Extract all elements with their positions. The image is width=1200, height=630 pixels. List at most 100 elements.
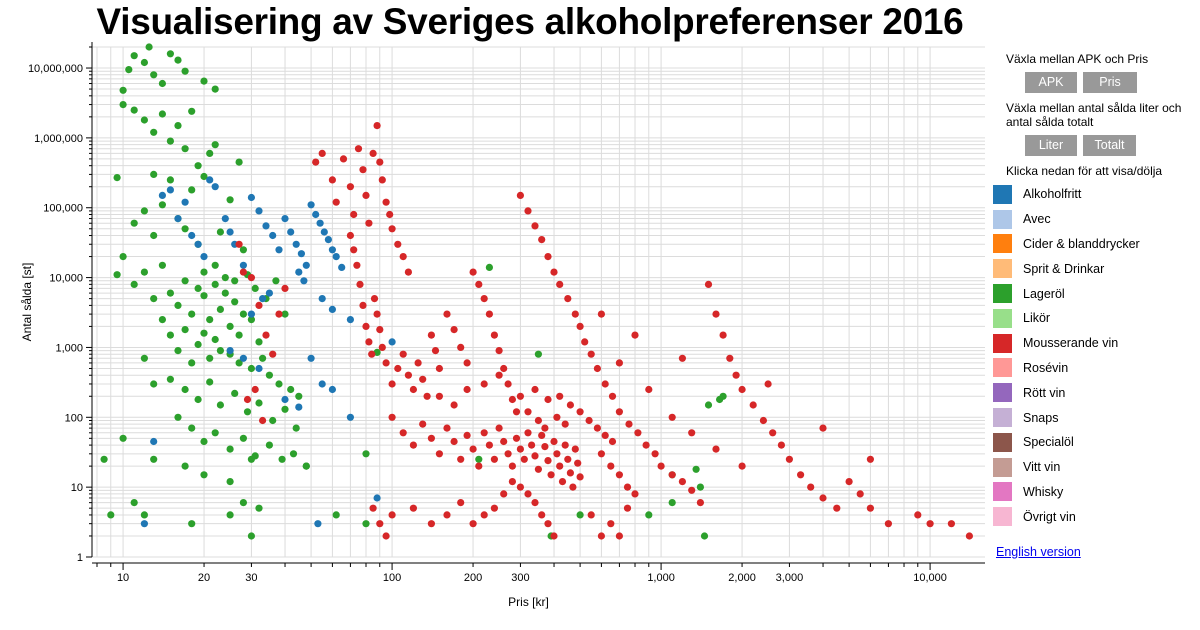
- data-point: [318, 380, 326, 388]
- data-point: [247, 193, 255, 202]
- data-point: [221, 289, 229, 297]
- data-point: [150, 380, 158, 388]
- data-point: [645, 385, 653, 394]
- data-point: [221, 215, 229, 223]
- data-point: [450, 326, 458, 334]
- x-tick-label: 3,000: [776, 572, 804, 584]
- data-point: [399, 253, 407, 261]
- data-point: [243, 395, 252, 404]
- data-point: [947, 520, 956, 528]
- english-version-link[interactable]: English version: [996, 545, 1081, 559]
- data-point: [150, 170, 158, 178]
- legend-label: Cider & blanddrycker: [1023, 236, 1140, 251]
- legend-item-snaps[interactable]: Snaps: [993, 405, 1196, 430]
- data-point: [297, 250, 305, 258]
- data-point: [194, 162, 202, 170]
- data-point: [443, 424, 451, 432]
- data-point: [534, 416, 543, 425]
- data-point: [373, 122, 381, 130]
- legend-item-whisky[interactable]: Whisky: [993, 480, 1196, 505]
- data-point: [409, 504, 417, 512]
- data-point: [247, 274, 255, 282]
- legend-item-sprit[interactable]: Sprit & Drinkar: [993, 256, 1196, 281]
- data-point: [281, 310, 289, 318]
- legend-item-rott-vin[interactable]: Rött vin: [993, 380, 1196, 405]
- data-point: [504, 450, 512, 458]
- data-point: [550, 437, 558, 446]
- data-point: [328, 385, 336, 394]
- y-tick-label: 100,000: [43, 203, 83, 215]
- totalt-button[interactable]: Totalt: [1083, 135, 1136, 156]
- data-point: [346, 413, 354, 421]
- legend-item-mousserande[interactable]: Mousserande vin: [993, 331, 1196, 356]
- data-point: [597, 532, 606, 540]
- data-point: [508, 462, 516, 470]
- data-point: [259, 295, 267, 303]
- data-point: [700, 532, 709, 540]
- legend-item-lagerol[interactable]: Lageröl: [993, 281, 1196, 306]
- legend-item-likor[interactable]: Likör: [993, 306, 1196, 331]
- legend-item-cider[interactable]: Cider & blanddrycker: [993, 232, 1196, 257]
- data-points: [100, 43, 974, 540]
- data-point: [965, 532, 974, 540]
- data-point: [119, 434, 127, 442]
- data-point: [145, 43, 153, 51]
- data-point: [457, 343, 465, 351]
- data-point: [262, 222, 270, 230]
- data-point: [404, 371, 412, 379]
- data-point: [221, 274, 229, 282]
- y-tick-label: 10: [71, 482, 83, 494]
- data-point: [534, 465, 543, 473]
- data-point: [516, 191, 525, 199]
- data-point: [295, 403, 303, 411]
- data-point: [251, 284, 259, 292]
- data-point: [140, 520, 148, 528]
- data-point: [634, 429, 642, 437]
- legend-label: Lageröl: [1023, 286, 1065, 301]
- legend-item-rosevin[interactable]: Rosévin: [993, 356, 1196, 381]
- data-point: [188, 520, 196, 528]
- legend-label: Likör: [1023, 311, 1051, 326]
- data-point: [174, 301, 182, 309]
- data-point: [119, 253, 127, 261]
- data-point: [435, 392, 443, 400]
- apk-button[interactable]: APK: [1025, 72, 1077, 93]
- data-point: [281, 395, 289, 404]
- data-point: [914, 511, 922, 519]
- data-point: [158, 110, 166, 118]
- data-point: [732, 371, 740, 379]
- data-point: [269, 416, 277, 425]
- legend-item-ovrigt-vin[interactable]: Övrigt vin: [993, 504, 1196, 529]
- data-point: [524, 490, 532, 498]
- data-point: [463, 359, 471, 367]
- data-point: [571, 310, 579, 318]
- y-tick-label: 100: [65, 412, 83, 424]
- data-point: [480, 429, 488, 437]
- data-point: [275, 246, 283, 254]
- data-point: [281, 405, 289, 413]
- legend-item-vitt-vin[interactable]: Vitt vin: [993, 455, 1196, 480]
- x-axis-label: Pris [kr]: [508, 595, 549, 609]
- data-point: [457, 455, 465, 463]
- data-point: [777, 441, 786, 449]
- pris-button[interactable]: Pris: [1083, 72, 1137, 93]
- data-point: [797, 471, 805, 479]
- data-point: [738, 462, 746, 470]
- data-point: [226, 322, 234, 330]
- legend-swatch: [993, 507, 1012, 527]
- data-point: [206, 354, 214, 362]
- legend-item-specialol[interactable]: Specialöl: [993, 430, 1196, 455]
- data-point: [206, 378, 214, 386]
- data-point: [275, 310, 283, 318]
- data-point: [259, 354, 267, 362]
- data-point: [247, 316, 255, 324]
- data-point: [255, 207, 263, 215]
- axes: 1 10 100 1,000 10,000 100,000 1,000,000 10,000,…: [28, 42, 985, 584]
- data-point: [399, 429, 407, 437]
- data-point: [544, 457, 552, 465]
- legend-item-alkoholfritt[interactable]: Alkoholfritt: [993, 182, 1196, 207]
- liter-button[interactable]: Liter: [1025, 135, 1077, 156]
- legend-item-avec[interactable]: Avec: [993, 207, 1196, 232]
- data-point: [200, 253, 208, 261]
- data-point: [239, 268, 247, 276]
